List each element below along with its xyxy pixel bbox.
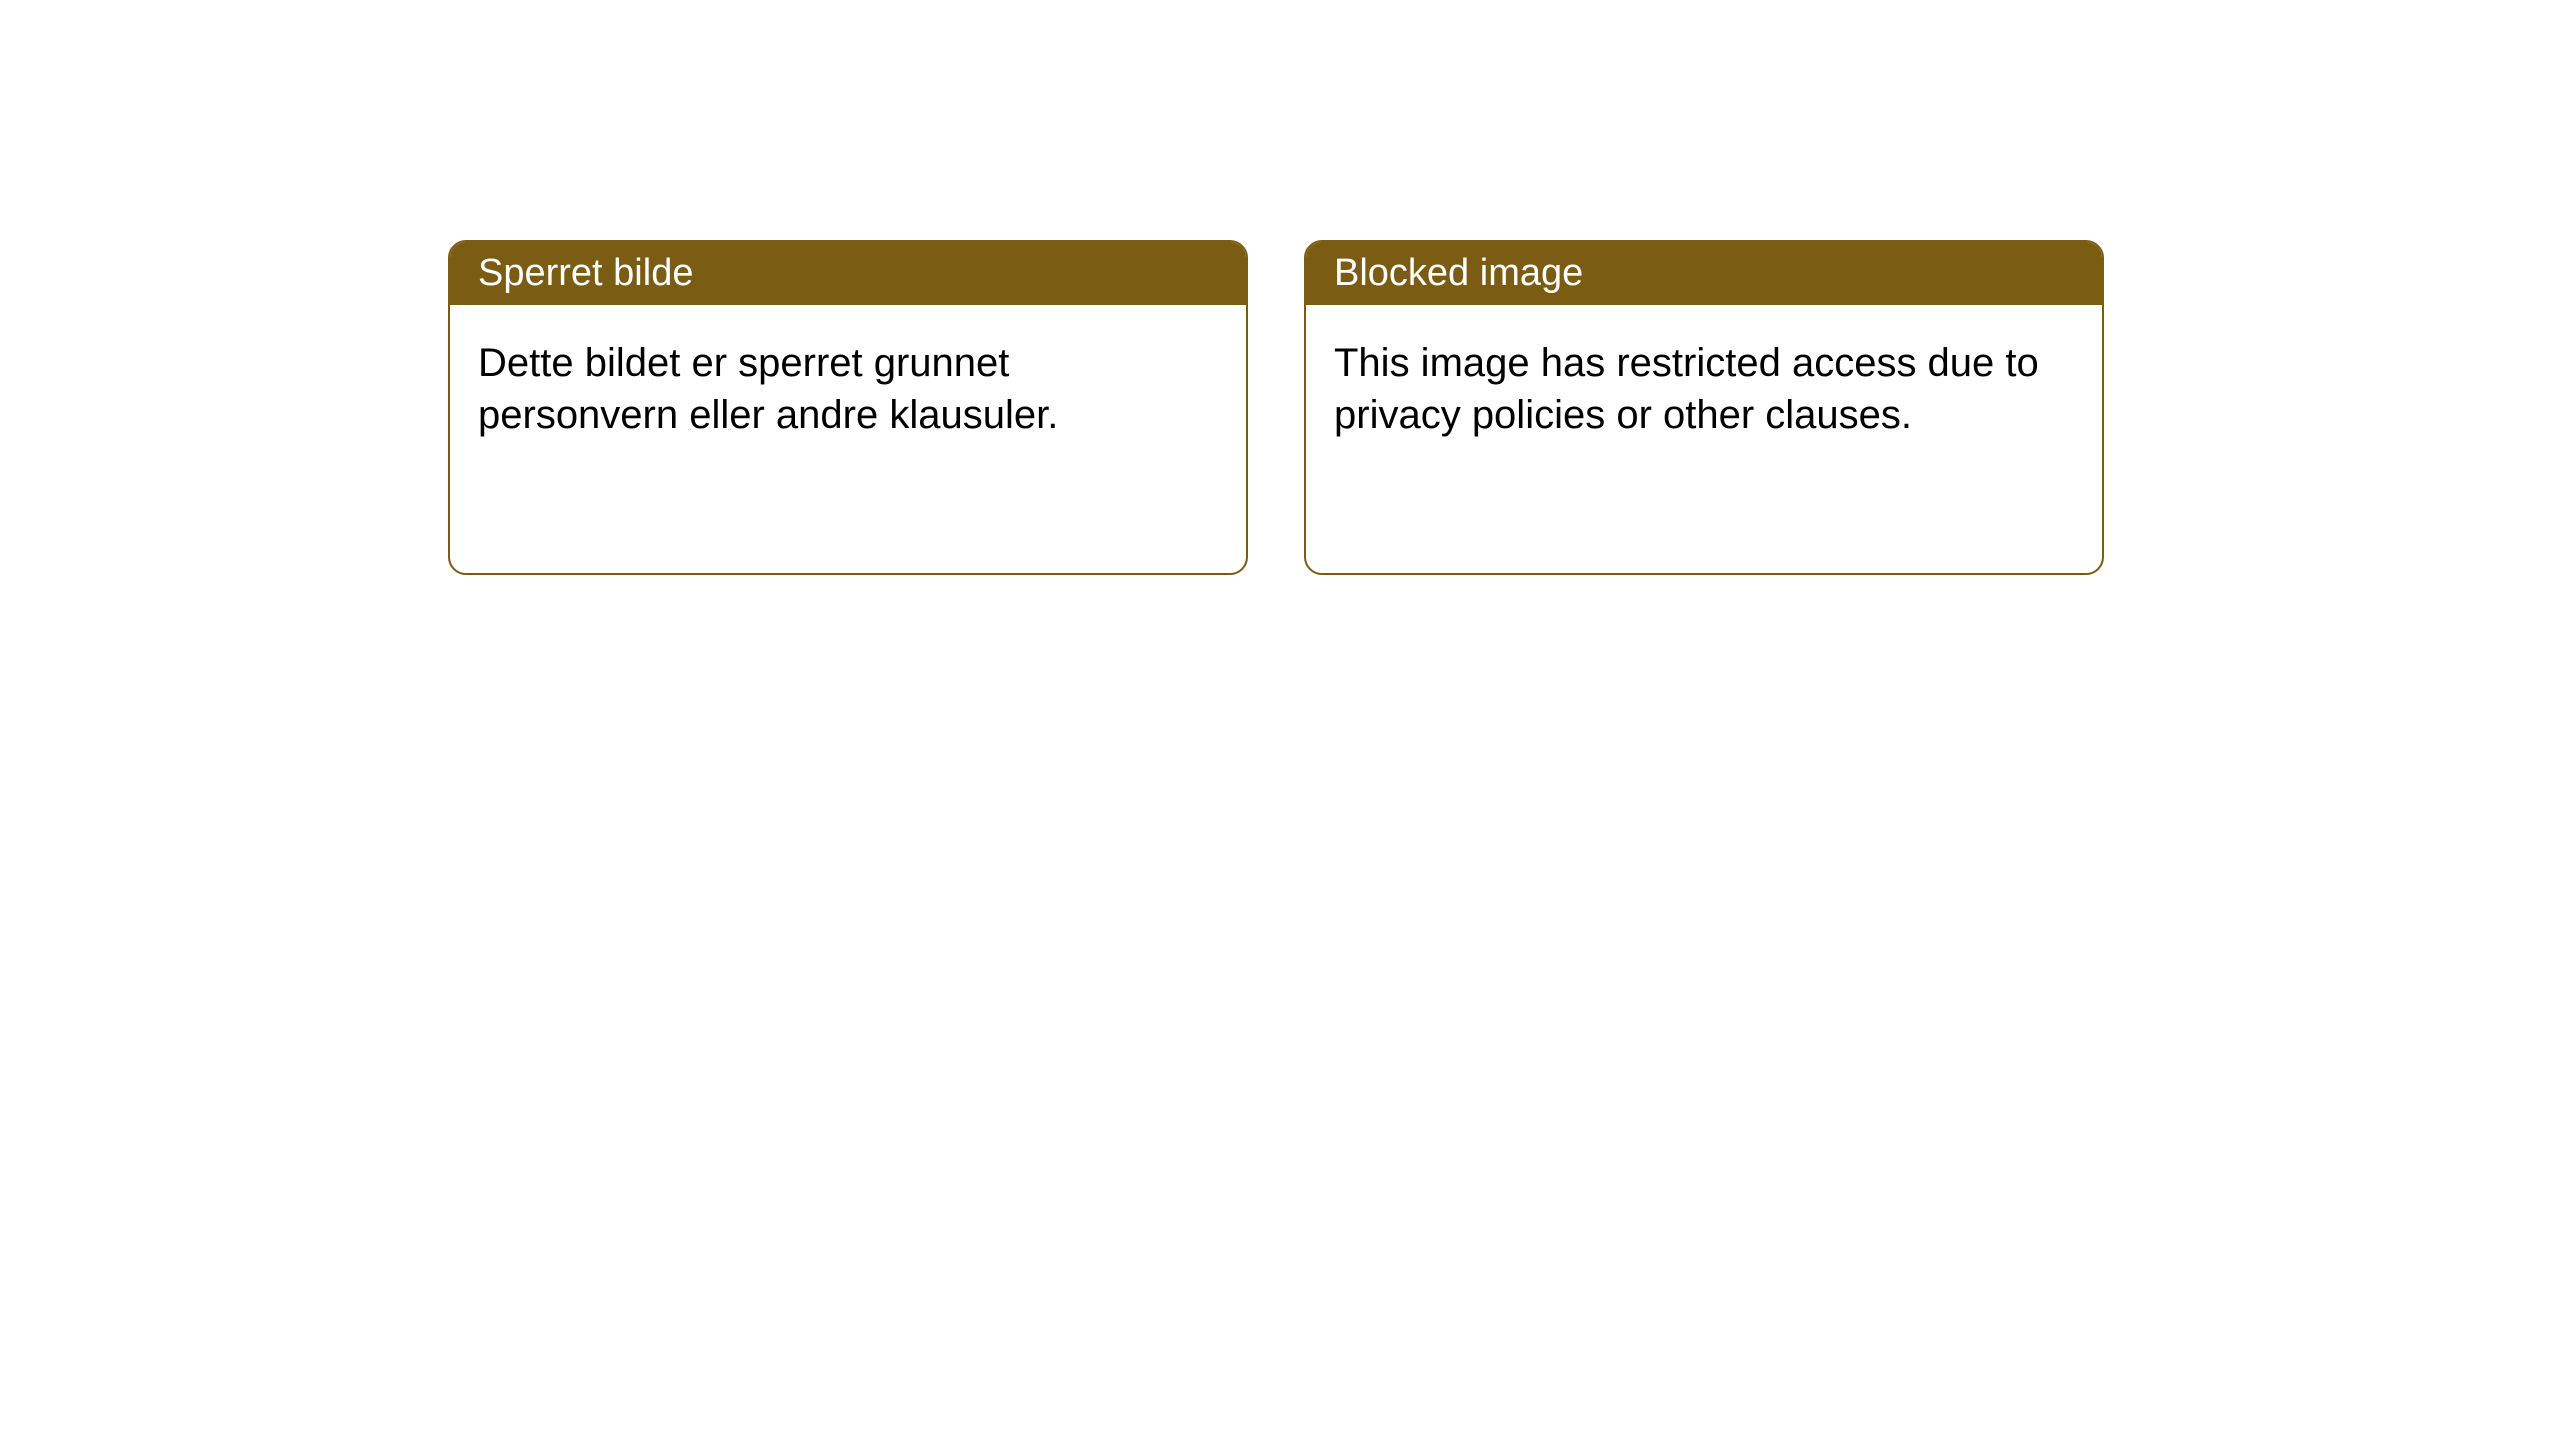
notice-card-body: Dette bildet er sperret grunnet personve…: [450, 305, 1246, 473]
notice-card-norwegian: Sperret bilde Dette bildet er sperret gr…: [448, 240, 1248, 575]
notice-card-title: Sperret bilde: [450, 242, 1246, 305]
notice-card-body: This image has restricted access due to …: [1306, 305, 2102, 473]
notice-container: Sperret bilde Dette bildet er sperret gr…: [0, 0, 2560, 575]
notice-card-english: Blocked image This image has restricted …: [1304, 240, 2104, 575]
notice-card-title: Blocked image: [1306, 242, 2102, 305]
